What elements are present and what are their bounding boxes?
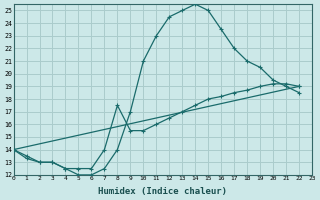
X-axis label: Humidex (Indice chaleur): Humidex (Indice chaleur) — [98, 187, 227, 196]
